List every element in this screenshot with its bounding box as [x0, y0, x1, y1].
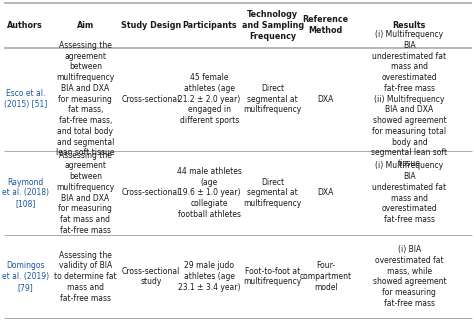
Text: DXA: DXA [318, 95, 334, 104]
Text: Aim: Aim [77, 21, 94, 30]
Text: Direct
segmental at
multifrequency: Direct segmental at multifrequency [244, 178, 301, 208]
Text: 45 female
athletes (age
21.2 ± 2.0 year)
engaged in
different sports: 45 female athletes (age 21.2 ± 2.0 year)… [178, 73, 240, 125]
Text: DXA: DXA [318, 188, 334, 197]
Text: Four-
compartment
model: Four- compartment model [300, 261, 352, 292]
Text: Assessing the
agreement
between
multifrequency
BIA and DXA
for measuring
fat mas: Assessing the agreement between multifre… [56, 151, 115, 235]
Text: Participants: Participants [182, 21, 237, 30]
Text: (i) BIA
overestimated fat
mass, while
showed agreement
for measuring
fat-free ma: (i) BIA overestimated fat mass, while sh… [373, 245, 446, 308]
Text: 44 male athletes
(age
19.6 ± 1.0 year)
collegiate
football athletes: 44 male athletes (age 19.6 ± 1.0 year) c… [177, 167, 242, 219]
Text: (i) Multifrequency
BIA
underestimated fat
mass and
overestimated
fat-free mass: (i) Multifrequency BIA underestimated fa… [373, 161, 447, 224]
Text: Technology
and Sampling
Frequency: Technology and Sampling Frequency [241, 10, 304, 41]
Text: Esco et al.
(2015) [51]: Esco et al. (2015) [51] [4, 89, 47, 109]
Text: Foot-to-foot at
multifrequency: Foot-to-foot at multifrequency [244, 267, 301, 286]
Text: Cross-sectional
study: Cross-sectional study [122, 267, 180, 286]
Text: Cross-sectional: Cross-sectional [122, 188, 180, 197]
Text: Raymond
et al. (2018)
[108]: Raymond et al. (2018) [108] [2, 178, 49, 208]
Text: 29 male judo
athletes (age
23.1 ± 3.4 year): 29 male judo athletes (age 23.1 ± 3.4 ye… [178, 261, 241, 292]
Text: Cross-sectional: Cross-sectional [122, 95, 180, 104]
Text: (i) Multifrequency
BIA
underestimated fat
mass and
overestimated
fat-free mass
(: (i) Multifrequency BIA underestimated fa… [371, 30, 447, 168]
Text: Study Design: Study Design [121, 21, 181, 30]
Text: Domingos
et al. (2019)
[79]: Domingos et al. (2019) [79] [2, 261, 49, 292]
Text: Results: Results [393, 21, 426, 30]
Text: Authors: Authors [8, 21, 43, 30]
Text: Assessing the
validity of BIA
to determine fat
mass and
fat-free mass: Assessing the validity of BIA to determi… [54, 251, 117, 302]
Text: Assessing the
agreement
between
multifrequency
BIA and DXA
for measuring
fat mas: Assessing the agreement between multifre… [56, 41, 115, 157]
Text: Direct
segmental at
multifrequency: Direct segmental at multifrequency [244, 84, 301, 115]
Text: Reference
Method: Reference Method [302, 15, 349, 35]
